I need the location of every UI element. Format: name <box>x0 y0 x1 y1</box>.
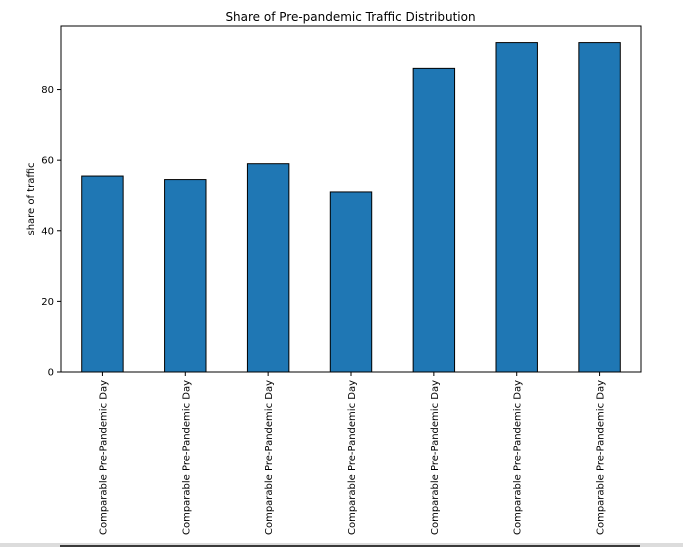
x-tick-label-0: Comparable Pre-Pandemic Day <box>98 380 109 535</box>
bar-6 <box>578 42 621 373</box>
x-tick-label-4: Comparable Pre-Pandemic Day <box>430 380 441 535</box>
x-tick-label-2: Comparable Pre-Pandemic Day <box>264 380 275 535</box>
bar-2 <box>246 163 290 373</box>
y-tick-label-4: 80 <box>41 85 54 96</box>
x-tick-label-6: Comparable Pre-Pandemic Day <box>596 380 607 535</box>
axes-layer: Comparable Pre-Pandemic Day Comparable Pr… <box>41 25 642 535</box>
bar-3 <box>329 191 373 373</box>
y-tick-label-1: 20 <box>41 297 54 308</box>
chart-title: Share of Pre-pandemic Traffic Distributi… <box>225 10 475 24</box>
x-tick-label-1: Comparable Pre-Pandemic Day <box>181 380 192 535</box>
bars-layer <box>81 42 621 373</box>
bar-4 <box>412 67 456 373</box>
y-tick-label-0: 0 <box>48 368 54 379</box>
y-axis-label: share of traffic <box>26 162 37 235</box>
x-tick-label-5: Comparable Pre-Pandemic Day <box>513 380 524 535</box>
bar-0 <box>81 175 124 373</box>
y-tick-label-2: 40 <box>41 226 54 237</box>
x-tick-label-3: Comparable Pre-Pandemic Day <box>347 380 358 535</box>
scrollbar-track[interactable] <box>60 545 640 547</box>
y-tick-label-3: 60 <box>41 156 54 167</box>
bar-5 <box>495 42 538 373</box>
plot-frame <box>60 25 642 373</box>
bar-1 <box>164 179 207 373</box>
